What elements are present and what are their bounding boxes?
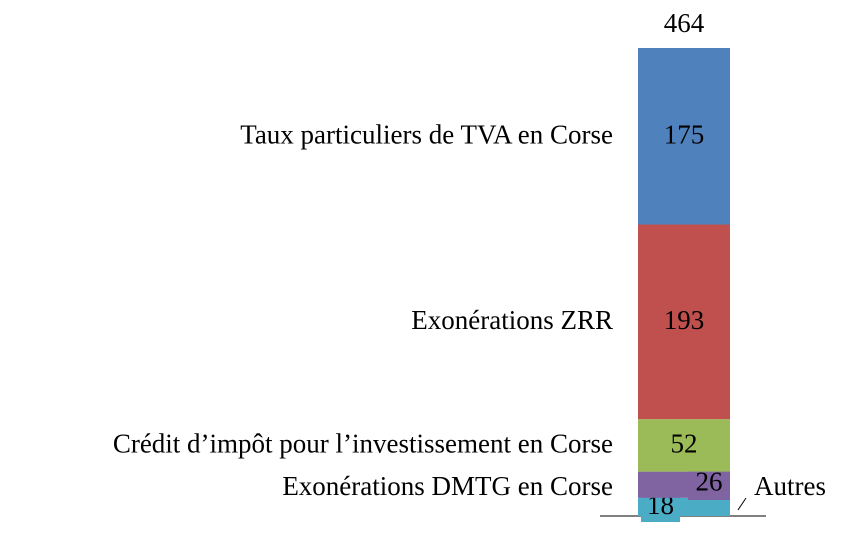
value-label: 193 [664,305,705,335]
value-label: 175 [664,119,705,149]
total-label: 464 [664,8,705,38]
bar-segment [638,419,730,472]
series-label: Exonérations DMTG en Corse [282,471,613,501]
value-label-box [688,467,730,500]
bar-segment [638,48,730,225]
value-label: 26 [696,467,723,497]
series-label: Exonérations ZRR [411,305,613,335]
series-label: Crédit d’impôt pour l’investissement en … [113,429,613,459]
leader-line [737,497,747,511]
series-label: Autres [754,471,826,501]
value-label: 52 [671,429,698,459]
series-label: Taux particuliers de TVA en Corse [240,119,613,149]
bar-segment [638,224,730,420]
